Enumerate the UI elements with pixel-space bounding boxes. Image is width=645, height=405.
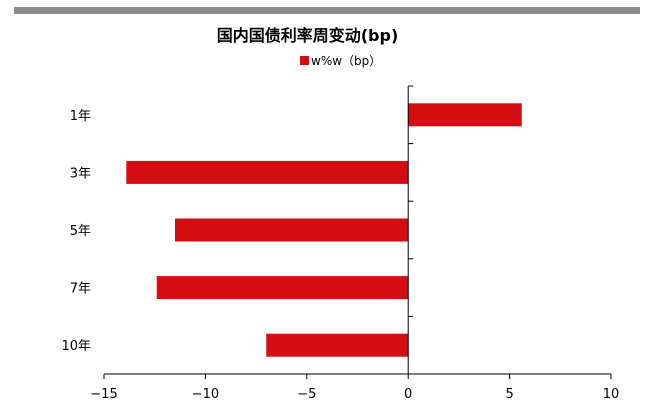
legend-swatch	[300, 56, 309, 65]
header-bar	[14, 7, 640, 14]
bar	[266, 333, 409, 357]
bar	[126, 160, 409, 184]
x-tick-label: −10	[192, 387, 219, 402]
x-tick-label: 5	[505, 387, 513, 402]
x-tick-label: −15	[90, 387, 117, 402]
chart-legend: w%w（bp）	[300, 52, 381, 69]
x-tick-label: −5	[297, 387, 316, 402]
bar	[156, 276, 409, 300]
x-tick-label: 0	[404, 387, 412, 402]
category-label: 7年	[70, 282, 91, 297]
category-label: 1年	[70, 109, 91, 124]
legend-label: w%w（bp）	[311, 54, 382, 68]
chart-title: 国内国债利率周变动(bp)	[216, 26, 399, 45]
category-label: 5年	[70, 224, 91, 239]
x-tick-label: 10	[603, 387, 620, 402]
bar	[174, 218, 409, 242]
category-label: 3年	[70, 166, 91, 181]
category-label: 10年	[61, 339, 91, 354]
bar	[408, 103, 522, 127]
